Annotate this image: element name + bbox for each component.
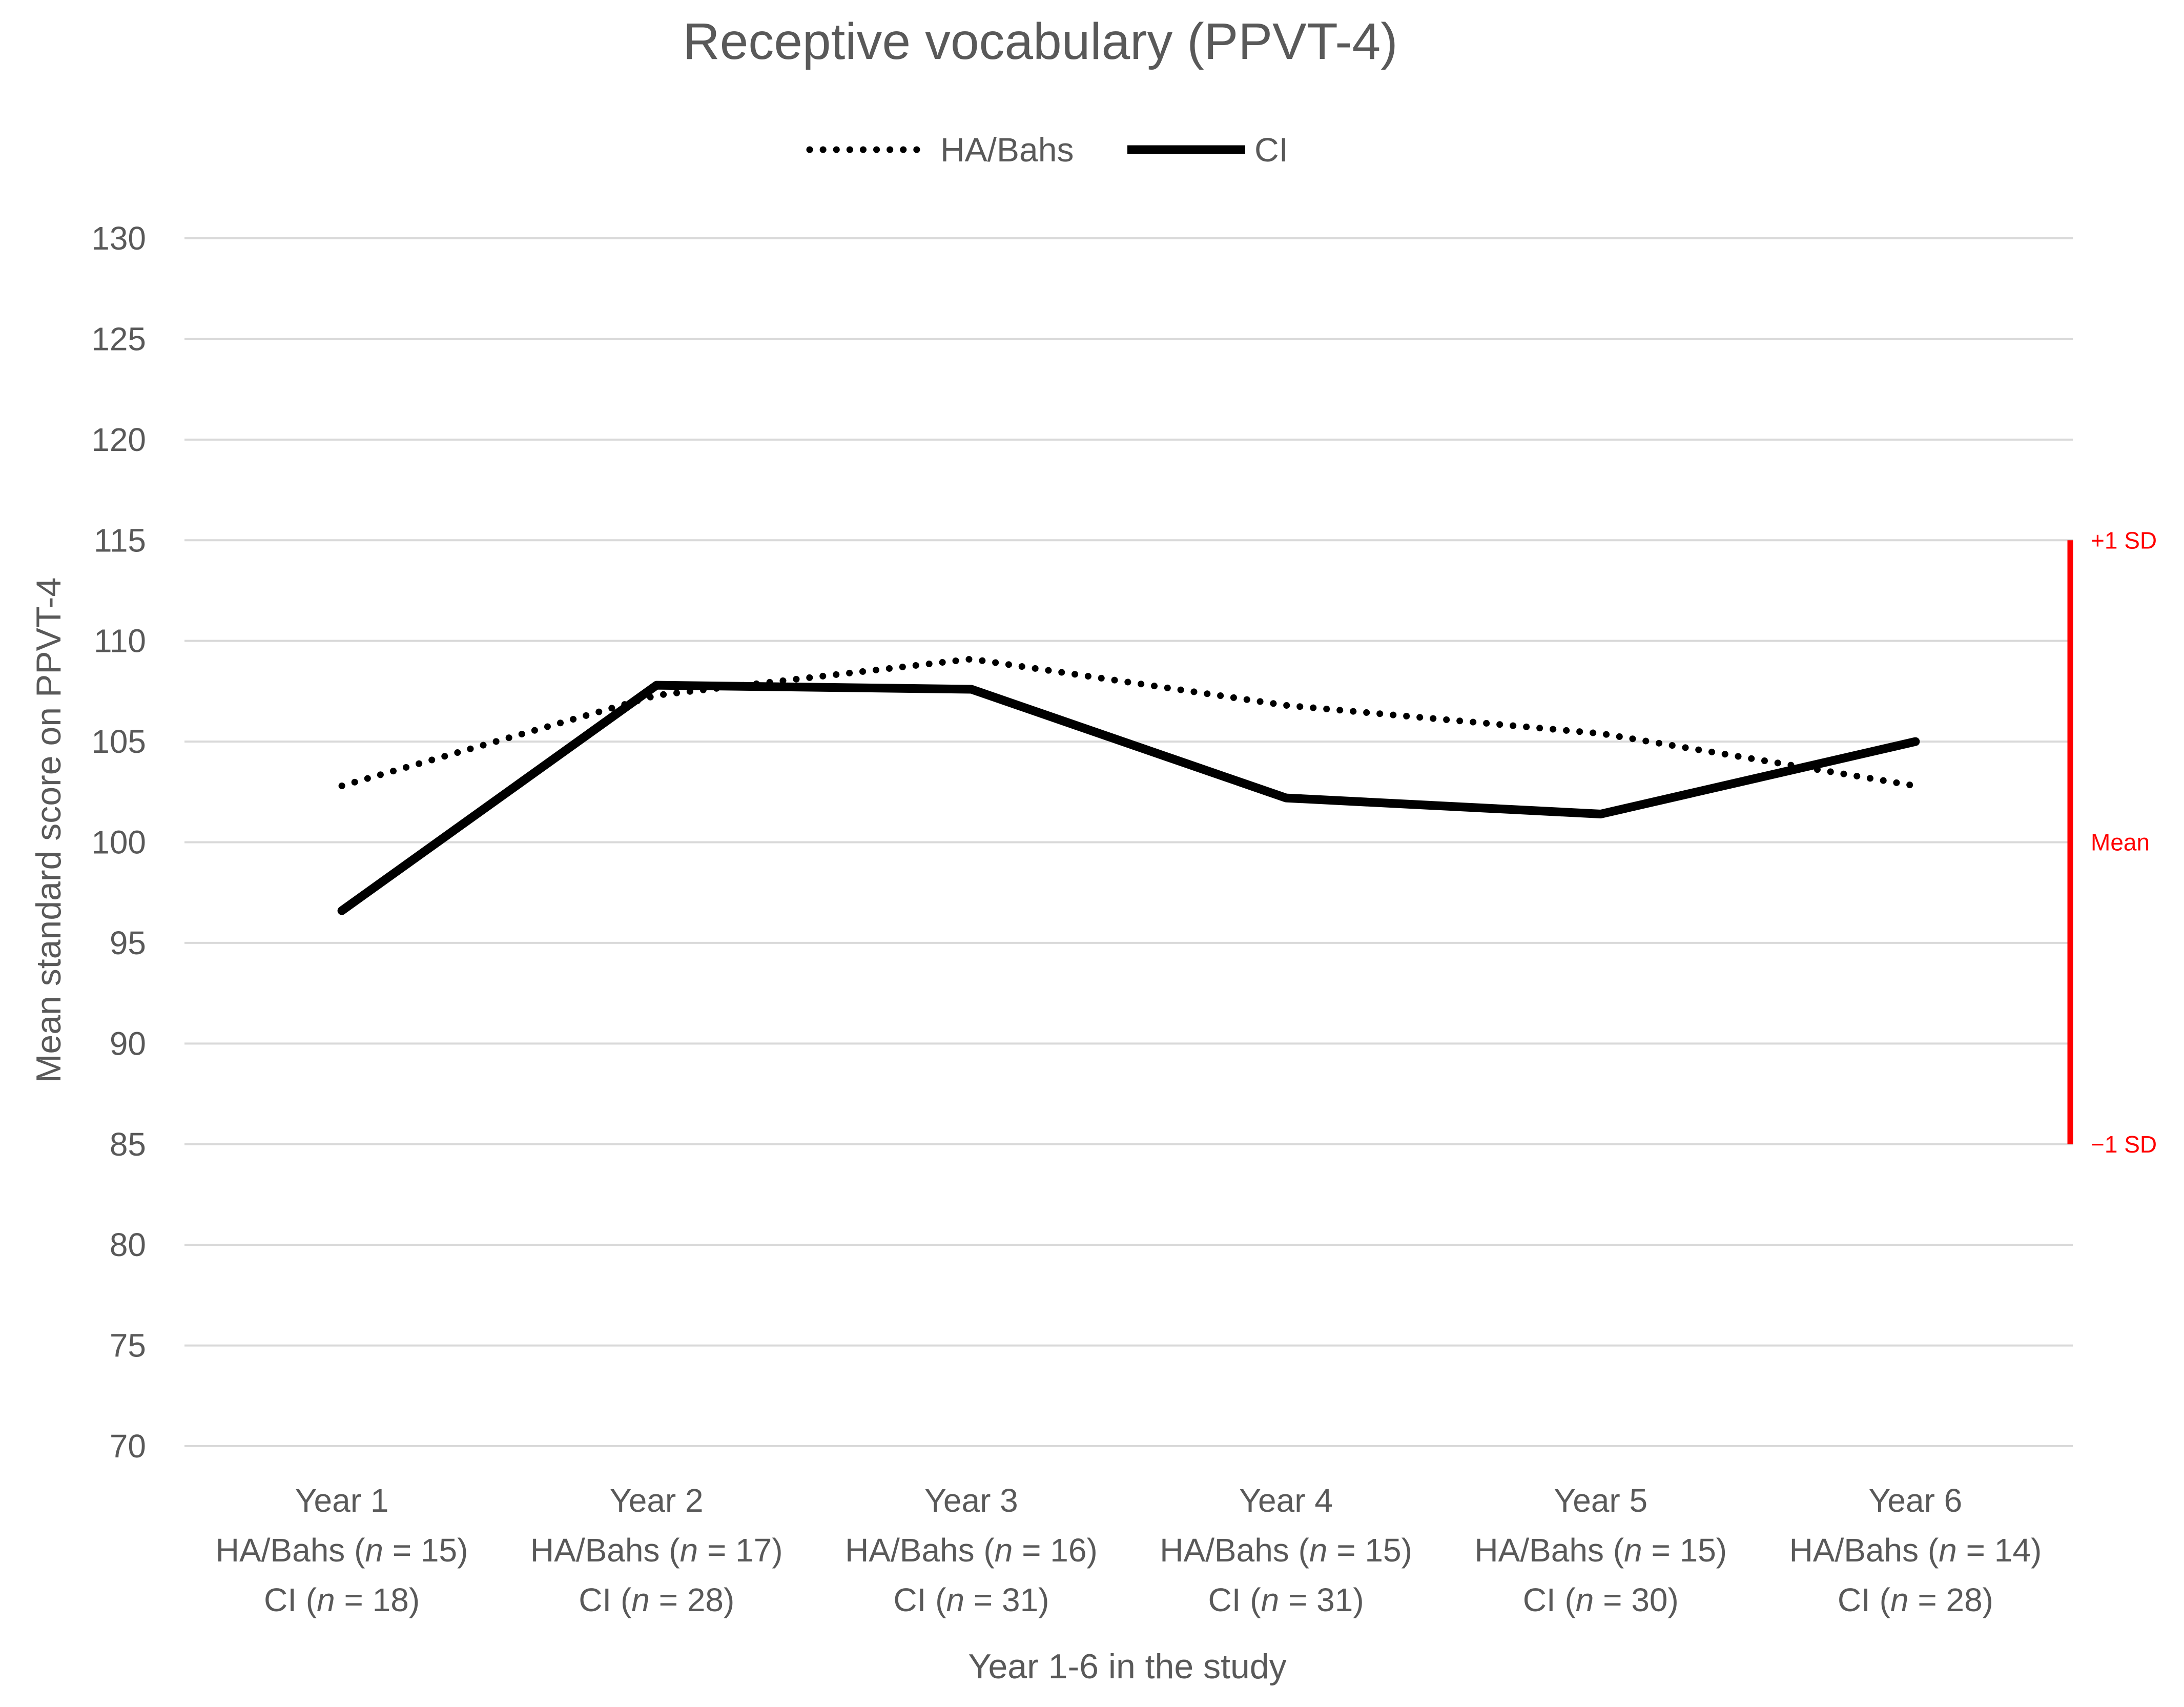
y-tick-label: 105 (91, 723, 146, 760)
y-tick-label: 75 (110, 1327, 146, 1364)
sd-reference-bar: +1 SD Mean −1 SD (2067, 527, 2157, 1158)
x-category-ci-n: CI (n = 28) (1838, 1581, 1993, 1618)
sd-mean-label: Mean (2091, 829, 2150, 856)
data-point-ci-6 (1915, 741, 1916, 742)
y-tick-label: 120 (91, 421, 146, 458)
y-tick-label: 130 (91, 220, 146, 257)
y-tick-label: 90 (110, 1025, 146, 1062)
data-point-ci-5 (1600, 814, 1601, 815)
legend-label: CI (1254, 131, 1288, 169)
x-category-year: Year 6 (1869, 1482, 1963, 1519)
x-category-ha-n: HA/Bahs (n = 15) (216, 1532, 468, 1569)
legend-label: HA/Bahs (940, 131, 1074, 169)
data-point-ci-3 (971, 689, 972, 690)
legend: HA/Bahs CI (806, 131, 1288, 169)
sd-upper-label: +1 SD (2091, 527, 2157, 553)
series-line-ha-bahs (338, 655, 1919, 790)
x-axis-categories: Year 1 HA/Bahs (n = 15) CI (n = 18) Year 2 H… (216, 1482, 2042, 1618)
sd-lower-label: −1 SD (2091, 1131, 2157, 1158)
data-point-ha-bahs-6 (1915, 786, 1916, 787)
x-category-year: Year 1 (295, 1482, 389, 1519)
chart-title: Receptive vocabulary (PPVT-4) (683, 13, 1397, 70)
x-category-ha-n: HA/Bahs (n = 17) (530, 1532, 783, 1569)
data-point-ha-bahs-1 (341, 786, 342, 787)
series-lines (337, 655, 1920, 915)
y-tick-label: 80 (110, 1226, 146, 1263)
y-tick-label: 125 (91, 320, 146, 357)
data-point-ha-bahs-2 (656, 695, 657, 696)
x-category-year: Year 5 (1554, 1482, 1647, 1519)
y-tick-label: 95 (110, 924, 146, 961)
x-category-ci-n: CI (n = 31) (1208, 1581, 1364, 1618)
y-tick-label: 85 (110, 1126, 146, 1163)
x-category-ha-n: HA/Bahs (n = 16) (845, 1532, 1098, 1569)
data-point-ha-bahs-3 (971, 659, 972, 660)
x-axis-title: Year 1-6 in the study (968, 1647, 1286, 1686)
data-point-ci-4 (1286, 797, 1287, 798)
x-category-ci-n: CI (n = 30) (1523, 1581, 1679, 1618)
x-category-ha-n: HA/Bahs (n = 14) (1789, 1532, 2042, 1569)
data-point-ha-bahs-4 (1286, 705, 1287, 706)
data-point-ci-1 (341, 910, 342, 911)
y-axis-ticks: 130 125 120 115 110 105 100 95 90 85 80 75 70 (91, 220, 146, 1465)
x-category-ci-n: CI (n = 28) (579, 1581, 734, 1618)
x-category-ha-n: HA/Bahs (n = 15) (1474, 1532, 1727, 1569)
x-category-year: Year 2 (610, 1482, 704, 1519)
y-tick-label: 115 (94, 522, 146, 559)
x-category-ci-n: CI (n = 31) (893, 1581, 1049, 1618)
y-axis-title: Mean standard score on PPVT-4 (29, 578, 68, 1083)
data-point-ha-bahs-5 (1600, 733, 1601, 734)
x-category-year: Year 4 (1239, 1482, 1333, 1519)
y-tick-label: 100 (91, 824, 146, 861)
y-tick-label: 110 (94, 623, 146, 660)
data-point-ci-2 (656, 685, 657, 686)
series-line-ci (337, 681, 1920, 915)
x-category-ci-n: CI (n = 18) (264, 1581, 420, 1618)
gridlines (184, 237, 2073, 1447)
x-category-year: Year 3 (924, 1482, 1018, 1519)
y-tick-label: 70 (110, 1428, 146, 1465)
x-category-ha-n: HA/Bahs (n = 15) (1160, 1532, 1412, 1569)
